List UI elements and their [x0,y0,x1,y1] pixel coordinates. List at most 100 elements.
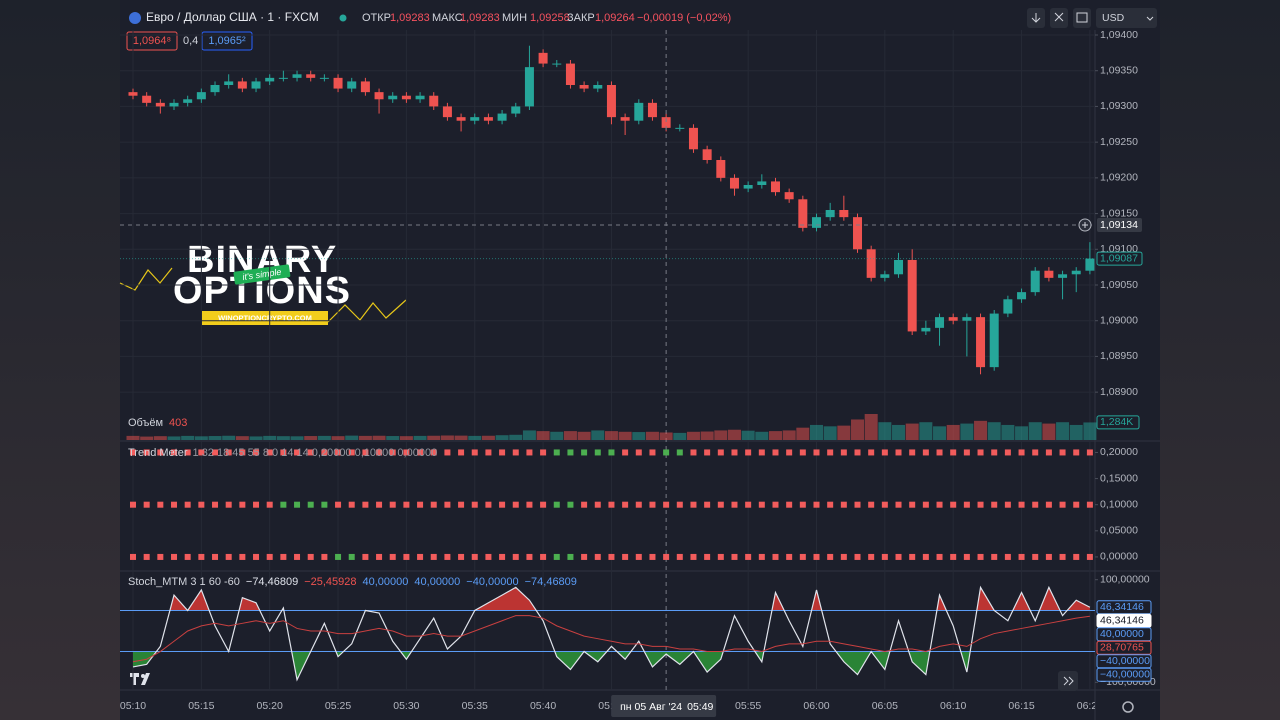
value-badge: −40,00000 [1100,669,1150,681]
trend-dot [854,553,861,560]
trend-dot [540,501,547,508]
trend-dot [348,553,355,560]
tag-badge [233,264,291,285]
candle-body [183,99,193,103]
trend-dot [868,553,875,560]
trend-dot [239,553,246,560]
trend-dot [608,449,615,456]
watermark: BINARY OPTIONS it's simple WINOPTIONCRYP… [119,239,407,325]
volume-bar [140,436,154,440]
trend-dot [212,501,219,508]
x-tick-label: 06:15 [1008,700,1034,712]
candle-body [743,185,753,189]
legend-value: −25,45928 [304,576,356,588]
volume-bar [714,430,728,440]
volume-bar [974,420,988,440]
trend-dot [212,449,219,456]
volume-bar [727,429,741,440]
candle-body [935,317,945,328]
trend-dot [1004,449,1011,456]
trend-dot [376,553,383,560]
watermark-site: WINOPTIONCRYPTO.COM [218,313,312,322]
settings-button[interactable] [1122,701,1134,713]
candle-body [319,77,329,79]
trend-dot [253,553,260,560]
volume-bar [618,431,632,440]
trend-dot [253,501,260,508]
trend-dot [922,449,929,456]
trend-dot [868,501,875,508]
trend-dot [526,501,533,508]
volume-bar [768,431,782,440]
volume-bar [386,436,400,440]
trend-dot [1086,449,1093,456]
currency-select[interactable] [1096,8,1157,28]
trend-dot [157,501,164,508]
last-price-label-box [1096,251,1143,266]
zigzag [327,299,407,323]
trend-dot [676,501,683,508]
volume-bar [167,436,181,440]
trend-dot [1086,501,1093,508]
oversold-fill [133,651,1090,680]
trend-dot [1059,449,1066,456]
button[interactable] [1073,8,1091,28]
y-tick-label: 1,09350 [1100,64,1138,76]
volume-bar [235,436,249,440]
candle-body [196,92,206,100]
trend-dot [676,449,683,456]
y-tick-label: 1,09250 [1100,136,1138,148]
trend-dot [663,501,670,508]
symbol[interactable]: Евро / Доллар США · 1 · FXCM [146,10,319,24]
icon [1031,13,1041,23]
trend-dot [389,553,396,560]
volume-bar [550,431,564,440]
buy-price[interactable]: 1,0965² [208,35,246,47]
trend-dot [895,501,902,508]
trend-dot [649,553,656,560]
x-tick-label: 05:35 [462,700,488,712]
y-tick-label: 1,09050 [1100,279,1138,291]
trend-dot [772,553,779,560]
trend-dot [184,449,191,456]
trend-dot [622,501,629,508]
candle-body [948,317,958,321]
trend-dot [171,553,178,560]
candle-body [360,81,370,93]
candle-body [812,217,821,228]
trend-dot [854,449,861,456]
trend-dot [977,501,984,508]
symbol-icon[interactable] [129,12,141,24]
trend-dot [731,501,738,508]
button[interactable] [1050,8,1068,28]
volume-bar [372,435,386,440]
currency[interactable]: USD [1102,12,1125,24]
sell-price[interactable]: 1,0964⁸ [133,35,171,47]
x-tick-label: 06:10 [940,700,966,712]
trend-dot [198,553,205,560]
candle-body [634,102,644,121]
trend-dot [376,449,383,456]
candle-body [224,81,234,85]
sell-button[interactable] [126,31,178,51]
y-tick-label: 0,15000 [1100,472,1138,484]
volume-bar [604,431,618,440]
trend-dot [581,501,588,508]
indicator-title: Stoch_MTM 3 1 60 -60 [128,576,240,588]
trend-dot [799,553,806,560]
candle-body [606,85,616,118]
candle-body [675,127,685,129]
trend-dot [171,501,178,508]
volume-bar [632,432,646,440]
value-badge: 40,00000 [1100,628,1144,640]
candle-body [374,92,384,100]
legend-value: −40,00000 [466,576,518,588]
stoch-line [132,585,1091,682]
volume-bar [495,435,509,440]
buy-button[interactable] [201,31,253,51]
ohlc-label: МИН [502,12,527,24]
trend-dot [717,501,724,508]
trend-dot [225,501,232,508]
trend-dot [403,449,410,456]
